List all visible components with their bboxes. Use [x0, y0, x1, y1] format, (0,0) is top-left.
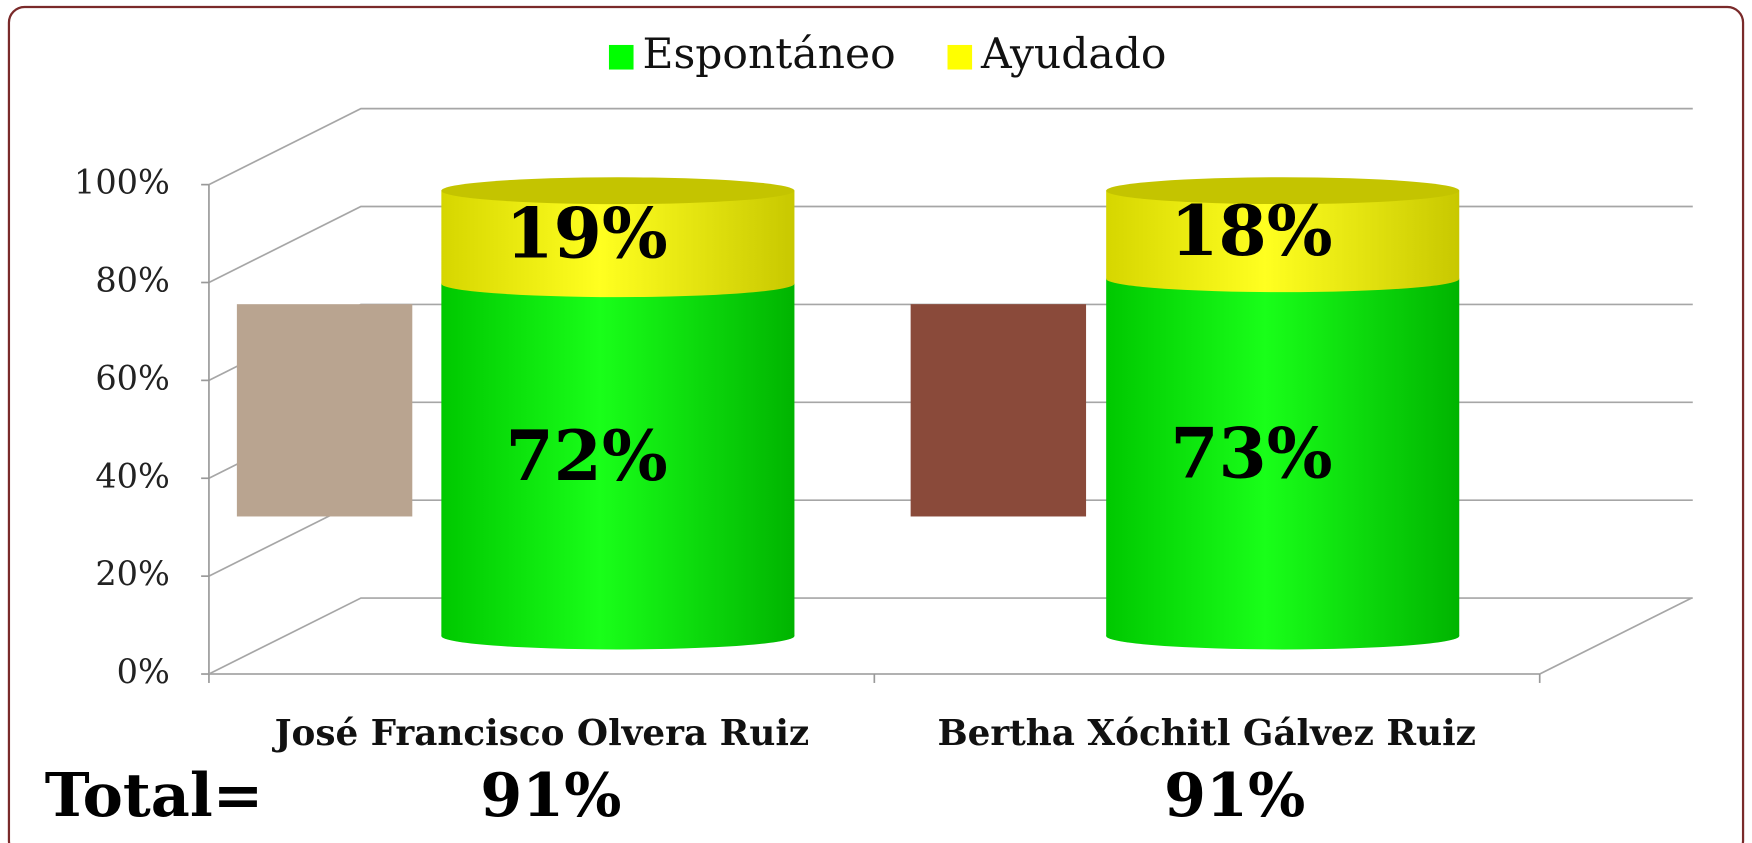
x-tick-label: José Francisco Olvera Ruiz [272, 712, 810, 754]
value-label: 18% [1170, 191, 1332, 272]
cylinder-segment [441, 283, 795, 637]
value-label: 19% [505, 193, 667, 274]
photo [236, 304, 413, 517]
total-value: 91% [480, 760, 621, 831]
total-value: 91% [1164, 760, 1305, 831]
cylinder-segment-base [441, 622, 795, 650]
y-tick-label: 20% [95, 554, 169, 593]
y-tick-label: 80% [95, 261, 169, 300]
value-label: 72% [505, 416, 667, 497]
cylinder-segment-base [441, 270, 795, 298]
photo [910, 304, 1087, 517]
cylinder-segment-base [1106, 622, 1460, 650]
grid-line [208, 107, 1693, 186]
cylinder-segment-base [1106, 265, 1460, 293]
value-label: 73% [1170, 414, 1332, 495]
x-tick-label: Bertha Xóchitl Gálvez Ruiz [937, 712, 1476, 754]
cylinder-segment [1106, 278, 1460, 637]
y-tick-label: 60% [95, 358, 169, 397]
y-tick-label: 100% [74, 163, 170, 202]
y-tick-label: 0% [117, 652, 170, 691]
cylinder-top [441, 177, 795, 205]
legend-label: Espontáneo [642, 30, 895, 79]
total-label: Total= [45, 760, 264, 831]
cylinder-segment [441, 190, 795, 284]
y-tick-label: 40% [95, 456, 169, 495]
cylinder-segment [1106, 190, 1460, 279]
cylinder-top [1106, 177, 1460, 205]
legend-label: Ayudado [980, 30, 1166, 79]
legend-swatch [947, 44, 973, 70]
legend-swatch [608, 44, 634, 70]
